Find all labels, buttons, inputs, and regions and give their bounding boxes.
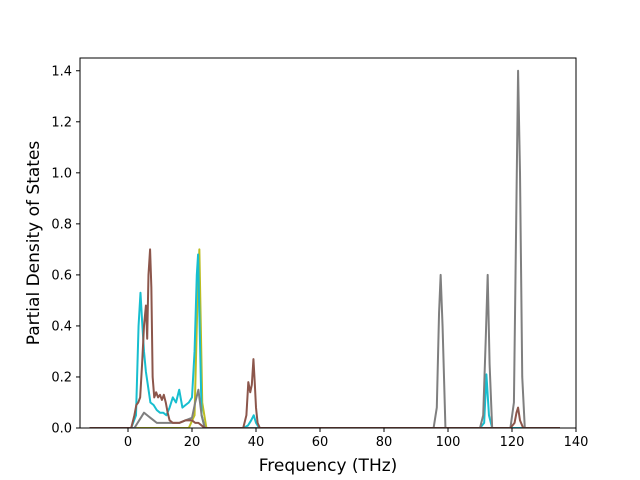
series-line-3 bbox=[89, 69, 560, 428]
y-tick-label: 1.4 bbox=[51, 64, 72, 79]
x-axis-label: Frequency (THz) bbox=[259, 456, 398, 476]
x-tick-label: 0 bbox=[124, 435, 132, 450]
y-tick-label: 0.0 bbox=[51, 422, 72, 437]
y-tick-label: 0.6 bbox=[51, 268, 72, 283]
x-tick-label: 120 bbox=[500, 435, 525, 450]
y-tick-label: 0.2 bbox=[51, 370, 72, 385]
x-tick-label: 20 bbox=[184, 435, 201, 450]
x-tick-label: 100 bbox=[436, 435, 461, 450]
y-tick-label: 0.4 bbox=[51, 319, 72, 334]
y-tick-label: 1.2 bbox=[51, 115, 72, 130]
x-tick-label: 140 bbox=[564, 435, 589, 450]
x-axis: 0 20 40 60 80 100 120 140 bbox=[124, 428, 589, 450]
y-axis-label: Partial Density of States bbox=[24, 141, 44, 346]
series-line-2 bbox=[89, 253, 560, 428]
plot-frame bbox=[79, 57, 577, 429]
y-tick-label: 0.8 bbox=[51, 217, 72, 232]
x-tick-label: 40 bbox=[248, 435, 265, 450]
series-layer bbox=[89, 69, 560, 428]
y-axis: 0.0 0.2 0.4 0.6 0.8 1.0 1.2 1.4 bbox=[51, 64, 80, 437]
y-tick-label: 1.0 bbox=[51, 166, 72, 181]
x-tick-label: 60 bbox=[312, 435, 329, 450]
series-line-4 bbox=[89, 248, 560, 428]
x-tick-label: 80 bbox=[376, 435, 393, 450]
